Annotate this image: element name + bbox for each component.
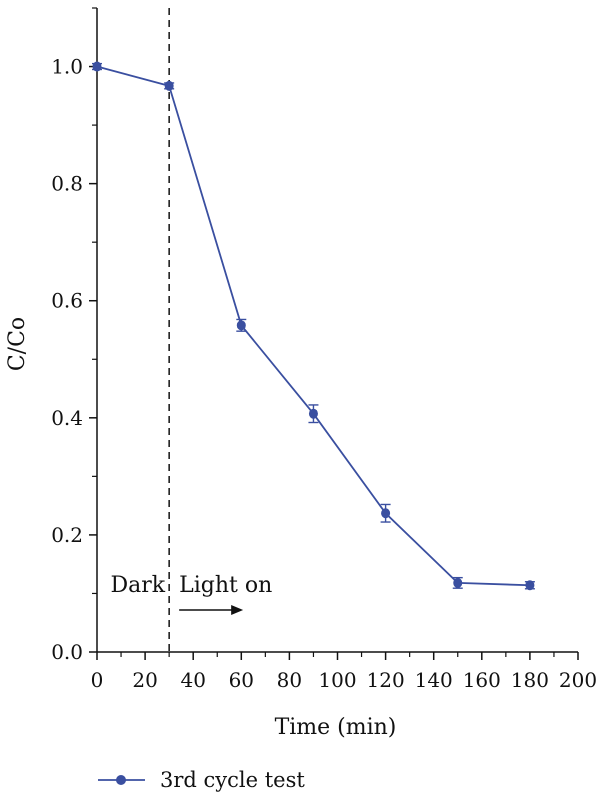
y-tick-label: 1.0 xyxy=(51,55,83,79)
series-line xyxy=(96,65,530,587)
x-tick-label: 180 xyxy=(511,668,549,692)
x-tick-label: 40 xyxy=(180,668,205,692)
y-tick-label: 0.6 xyxy=(51,289,83,313)
x-tick-label: 0 xyxy=(91,668,104,692)
y-tick-label: 0.8 xyxy=(51,172,83,196)
y-tick-label: 0.0 xyxy=(51,640,83,664)
y-tick-label: 0.4 xyxy=(51,406,83,430)
x-tick-label: 80 xyxy=(277,668,302,692)
dark-label: Dark xyxy=(111,573,166,598)
x-tick-label: 60 xyxy=(229,668,254,692)
light-arrow-icon xyxy=(179,605,244,615)
data-point xyxy=(308,408,318,419)
x-tick-label: 160 xyxy=(463,668,501,692)
data-point xyxy=(525,580,535,591)
data-point xyxy=(92,61,102,72)
light-on-label: Light on xyxy=(179,573,272,598)
x-tick-label: 20 xyxy=(132,668,157,692)
x-tick-label: 100 xyxy=(318,668,356,692)
arrow-head xyxy=(231,605,244,615)
x-tick-label: 140 xyxy=(415,668,453,692)
x-tick-label: 120 xyxy=(367,668,405,692)
axes: 0 20 40 60 80 100 120 140 160 180 200 0.0 0.2 0.4 0.6 0… xyxy=(51,7,597,692)
data-point xyxy=(164,80,174,91)
series-layer xyxy=(92,61,535,591)
legend-marker xyxy=(116,775,126,785)
legend: 3rd cycle test xyxy=(98,768,305,792)
data-point xyxy=(236,320,246,331)
data-point xyxy=(453,577,463,588)
annotations: Dark Light on xyxy=(111,573,272,615)
x-tick-label: 200 xyxy=(559,668,597,692)
y-tick-label: 0.2 xyxy=(51,523,83,547)
data-point xyxy=(381,508,391,519)
y-axis-title: C/Co xyxy=(5,317,30,371)
x-axis-title: Time (min) xyxy=(275,715,397,740)
legend-label: 3rd cycle test xyxy=(160,768,305,792)
